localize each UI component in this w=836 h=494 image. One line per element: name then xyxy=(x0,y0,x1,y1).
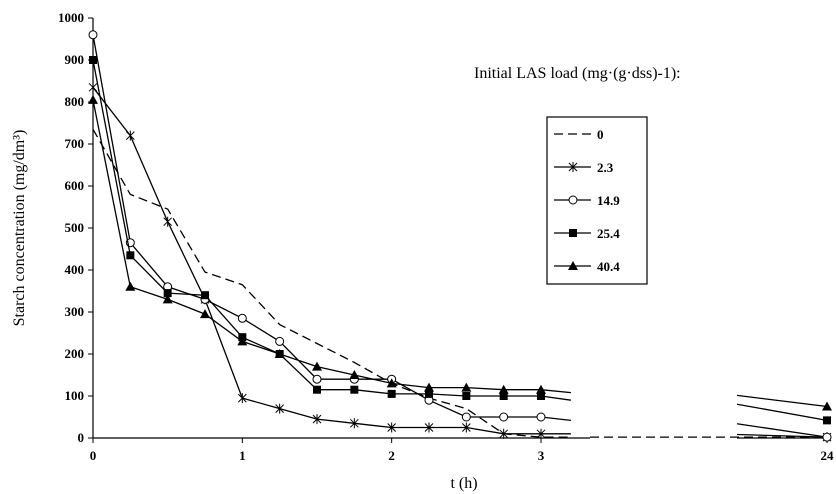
data-point xyxy=(275,403,285,414)
data-point xyxy=(88,82,98,93)
series-14-9 xyxy=(88,30,832,442)
data-point xyxy=(88,94,98,104)
data-point xyxy=(568,195,578,205)
data-point xyxy=(237,393,247,404)
series-line-resumed xyxy=(736,433,828,438)
data-point xyxy=(822,401,832,411)
data-point xyxy=(498,384,509,394)
data-point xyxy=(274,349,285,358)
x-tick-label: 1 xyxy=(239,448,246,463)
y-tick-label: 300 xyxy=(65,304,85,319)
data-point xyxy=(424,422,434,433)
series-line xyxy=(92,99,571,394)
legend-item: 2.3 xyxy=(554,160,614,175)
y-tick-label: 400 xyxy=(65,262,85,277)
data-point xyxy=(568,261,578,270)
data-point xyxy=(162,294,173,304)
data-point xyxy=(163,216,173,227)
series-line-resumed xyxy=(736,403,828,421)
data-point xyxy=(349,418,359,429)
data-point xyxy=(536,428,546,439)
data-point xyxy=(387,389,396,398)
y-tick-label: 500 xyxy=(65,220,85,235)
legend-label: 14.9 xyxy=(597,193,620,208)
x-tick-label: 0 xyxy=(90,448,97,463)
legend-item: 0 xyxy=(554,127,604,142)
x-tick-label: 3 xyxy=(538,448,545,463)
data-point xyxy=(201,291,209,300)
y-tick-label: 700 xyxy=(65,136,85,151)
data-point xyxy=(536,412,546,422)
series-line-resumed xyxy=(736,423,828,438)
legend-label: 40.4 xyxy=(597,259,620,274)
data-point xyxy=(313,385,321,394)
data-point xyxy=(499,428,509,439)
series-0 xyxy=(92,128,827,438)
x-tick-label: 2 xyxy=(388,448,395,463)
x-tick-label: 24 xyxy=(821,448,835,463)
data-point xyxy=(499,412,509,422)
series-line-resumed xyxy=(736,394,828,408)
data-point xyxy=(125,130,135,141)
data-point xyxy=(461,382,472,392)
series-25-4 xyxy=(89,56,831,425)
data-point xyxy=(537,392,545,400)
data-point xyxy=(350,385,359,394)
y-axis-title: Starch concentration (mg/dm³) xyxy=(11,130,28,327)
data-point xyxy=(461,422,471,433)
data-point xyxy=(312,414,322,425)
data-point xyxy=(237,336,248,346)
legend-label: 25.4 xyxy=(597,226,620,241)
series-line xyxy=(92,128,571,438)
data-point xyxy=(200,309,210,319)
data-point xyxy=(386,378,397,388)
data-point xyxy=(349,370,360,379)
series-line xyxy=(92,86,571,435)
data-point xyxy=(88,30,98,40)
data-point xyxy=(499,392,508,400)
data-point xyxy=(568,162,578,172)
legend: 0 2.3 14.9 25.4 40.4 xyxy=(546,116,648,285)
labels-layer: Starch concentration (mg/dm³) t (h) Init… xyxy=(11,65,681,492)
y-tick-label: 200 xyxy=(65,346,85,361)
legend-label: 0 xyxy=(597,127,604,142)
y-tick-label: 800 xyxy=(65,94,85,109)
data-point xyxy=(823,416,831,425)
data-point xyxy=(387,422,397,433)
y-tick-label: 100 xyxy=(65,388,85,403)
series-line xyxy=(92,59,571,401)
axes: 0 100 200 300 400 500 600 700 800 900 1000 0 1 2 3 24 xyxy=(58,10,834,463)
y-tick-label: 600 xyxy=(65,178,85,193)
y-tick-label: 900 xyxy=(65,52,85,67)
data-point xyxy=(536,384,546,394)
legend-item: 14.9 xyxy=(554,193,620,208)
data-point xyxy=(425,389,433,398)
series-40-4 xyxy=(88,94,832,411)
data-point xyxy=(424,382,434,392)
data-point xyxy=(89,56,97,64)
legend-title: Initial LAS load (mg·(g·dss)-1): xyxy=(474,65,681,82)
y-tick-label: 1000 xyxy=(58,10,84,25)
x-axis-title: t (h) xyxy=(450,475,477,492)
data-point xyxy=(462,392,471,400)
data-point xyxy=(312,361,322,371)
data-point xyxy=(822,432,832,442)
series-line xyxy=(92,34,571,422)
y-tick-label: 0 xyxy=(78,430,85,445)
data-point xyxy=(237,313,247,323)
series-layer xyxy=(88,30,832,443)
data-point xyxy=(569,229,577,237)
data-point xyxy=(163,289,172,298)
data-point xyxy=(275,336,285,346)
data-point xyxy=(461,412,471,422)
data-point xyxy=(126,251,135,260)
data-point xyxy=(125,281,136,291)
data-point xyxy=(312,374,322,384)
legend-label: 2.3 xyxy=(597,160,614,175)
legend-item: 25.4 xyxy=(554,226,620,241)
legend-item: 40.4 xyxy=(554,259,620,274)
